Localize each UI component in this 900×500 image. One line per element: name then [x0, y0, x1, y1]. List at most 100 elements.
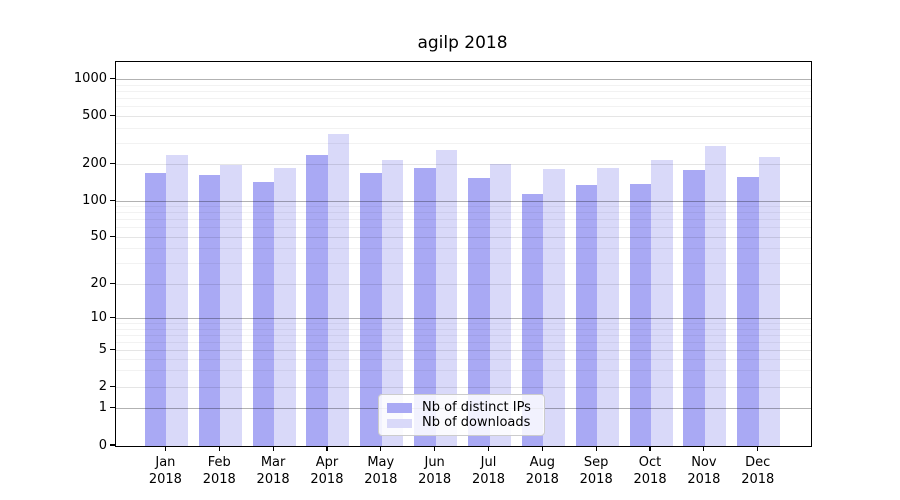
bar-distinct-ips-dec-2018	[737, 176, 759, 446]
bar-distinct-ips-mar-2018	[252, 181, 275, 446]
x-tick-mark-1	[164, 446, 166, 452]
gridline-y-3	[116, 370, 811, 372]
x-tick-label-may-2018: May 2018	[364, 455, 398, 487]
y-tick-label-500: 500	[82, 108, 107, 123]
gridline-y-400	[116, 127, 811, 129]
bar-distinct-ips-aug-2018	[521, 193, 544, 446]
y-tick-label-50: 50	[90, 228, 107, 244]
bar-distinct-ips-sep-2018	[575, 185, 598, 446]
y-tick-label-1000: 1000	[73, 71, 107, 86]
bar-distinct-ips-jun-2018	[414, 167, 436, 446]
legend-swatch-icon	[387, 403, 412, 413]
y-tick-mark-10	[110, 317, 115, 319]
gridline-y-8	[116, 328, 811, 330]
x-tick-label-mar-2018: Mar 2018	[256, 455, 290, 487]
y-tick-mark-1000	[110, 77, 115, 80]
x-tick-label-jun-2018: Jun 2018	[418, 455, 452, 487]
gridline-y-90	[116, 206, 811, 208]
bar-downloads-may-2018	[381, 159, 404, 446]
gridline-y-200	[116, 164, 811, 166]
bar-downloads-jun-2018	[435, 149, 458, 446]
x-tick-mark-9	[595, 446, 597, 452]
y-tick-mark-0	[110, 444, 115, 446]
y-tick-mark-2	[110, 385, 115, 387]
gridline-y-80	[116, 212, 811, 214]
gridline-y-9	[116, 323, 811, 325]
legend-item-distinct-ips: Nb of distinct IPs	[387, 400, 536, 416]
gridline-y-800	[116, 90, 811, 92]
x-tick-label-jan-2018: Jan 2018	[148, 455, 182, 487]
bar-distinct-ips-nov-2018	[683, 170, 705, 446]
legend-label: Nb of downloads	[422, 415, 531, 431]
x-tick-mark-11	[703, 446, 705, 452]
y-tick-mark-100	[110, 199, 115, 201]
gridline-y-60	[116, 227, 811, 229]
bar-distinct-ips-jul-2018	[468, 178, 490, 446]
x-tick-mark-4	[326, 446, 328, 452]
bar-downloads-sep-2018	[597, 167, 619, 446]
gridline-y-500	[116, 116, 811, 117]
legend: Nb of distinct IPs Nb of downloads	[378, 394, 545, 436]
y-tick-mark-50	[110, 235, 115, 237]
y-tick-mark-1	[110, 407, 115, 409]
bar-distinct-ips-oct-2018	[629, 183, 652, 446]
y-tick-label-20: 20	[90, 276, 107, 291]
bar-distinct-ips-may-2018	[360, 173, 382, 446]
gridline-y-5	[116, 350, 811, 351]
y-tick-mark-200	[110, 163, 115, 165]
gridline-y-600	[116, 106, 811, 108]
gridline-y-7	[116, 334, 811, 336]
bar-distinct-ips-feb-2018	[198, 174, 221, 446]
bar-distinct-ips-jan-2018	[144, 173, 167, 446]
gridline-y-70	[116, 219, 811, 221]
chart-title: agilp 2018	[417, 33, 508, 53]
y-tick-label-10: 10	[90, 310, 107, 326]
gridline-y-30	[116, 263, 811, 265]
gridline-y-40	[116, 248, 811, 250]
gridline-y-100	[116, 200, 811, 202]
x-tick-mark-6	[434, 446, 436, 452]
y-tick-label-1: 1	[98, 400, 107, 416]
x-tick-label-aug-2018: Aug 2018	[525, 455, 559, 487]
gridline-y-20	[116, 284, 811, 285]
gridline-y-4	[116, 358, 811, 360]
bar-downloads-oct-2018	[651, 159, 673, 446]
x-tick-mark-8	[541, 446, 543, 452]
gridline-y-300	[116, 142, 811, 144]
gridline-y-6	[116, 341, 811, 343]
x-tick-label-apr-2018: Apr 2018	[310, 455, 344, 487]
bar-downloads-jan-2018	[166, 155, 188, 446]
x-tick-mark-3	[272, 446, 274, 452]
bar-downloads-mar-2018	[274, 167, 296, 446]
x-tick-mark-10	[649, 446, 651, 452]
y-tick-label-200: 200	[82, 156, 107, 172]
y-tick-label-2: 2	[98, 378, 107, 394]
gridline-y-10	[116, 318, 811, 320]
bar-downloads-feb-2018	[220, 164, 242, 446]
y-tick-label-0: 0	[98, 437, 107, 453]
y-tick-label-5: 5	[98, 342, 107, 357]
x-tick-mark-2	[218, 446, 220, 452]
bar-downloads-nov-2018	[704, 146, 727, 446]
y-tick-label-100: 100	[82, 192, 107, 208]
x-tick-label-oct-2018: Oct 2018	[633, 455, 667, 487]
x-tick-label-nov-2018: Nov 2018	[687, 455, 721, 487]
legend-label: Nb of distinct IPs	[422, 399, 531, 415]
x-tick-mark-5	[380, 446, 382, 452]
x-tick-mark-7	[487, 446, 490, 452]
x-tick-label-jul-2018: Jul 2018	[471, 455, 506, 487]
bar-downloads-dec-2018	[758, 157, 781, 446]
bar-distinct-ips-apr-2018	[306, 155, 328, 446]
legend-swatch-icon	[387, 418, 412, 428]
x-tick-mark-12	[757, 446, 759, 452]
bar-downloads-jul-2018	[489, 163, 511, 446]
gridline-y-700	[116, 98, 811, 100]
x-tick-label-sep-2018: Sep 2018	[579, 455, 613, 487]
y-tick-mark-500	[110, 114, 115, 117]
gridline-y-2	[116, 386, 811, 388]
x-tick-label-dec-2018: Dec 2018	[741, 455, 775, 487]
plot-area	[115, 61, 812, 447]
gridline-y-1000	[116, 79, 811, 80]
y-tick-mark-5	[110, 348, 115, 351]
